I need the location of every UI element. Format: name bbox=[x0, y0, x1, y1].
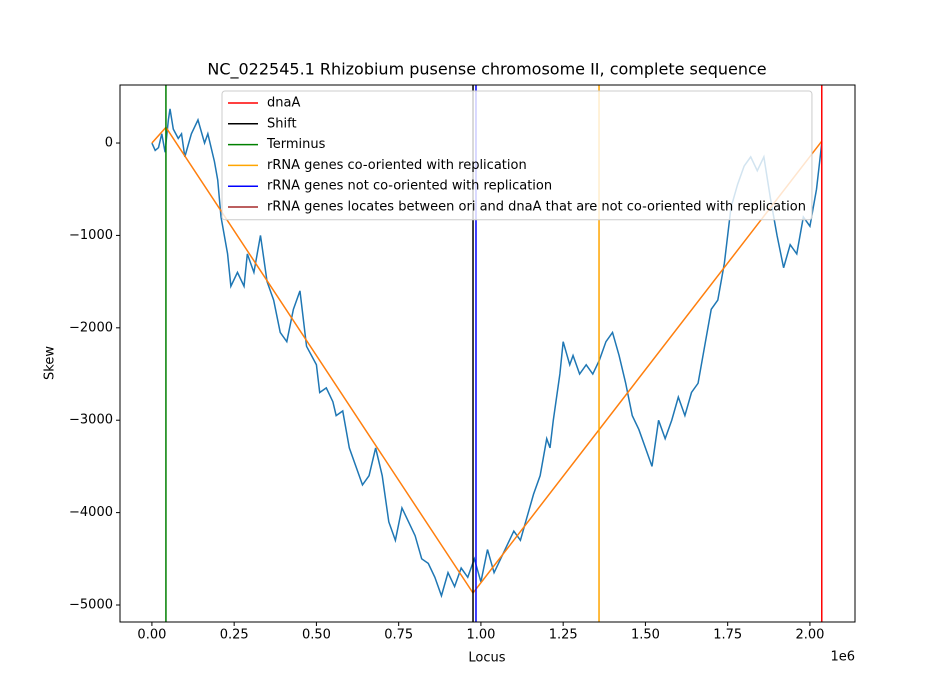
x-tick-label: 1.00 bbox=[466, 628, 495, 643]
legend-label: Shift bbox=[267, 116, 297, 131]
x-tick-label: 0.00 bbox=[137, 628, 166, 643]
x-offset-label: 1e6 bbox=[830, 650, 855, 665]
y-tick-label: 0 bbox=[105, 136, 113, 151]
y-axis-label: Skew bbox=[43, 346, 58, 380]
plot-frame bbox=[119, 84, 856, 623]
x-tick-label: 0.75 bbox=[384, 628, 413, 643]
legend-label: dnaA bbox=[267, 96, 300, 111]
series-line bbox=[151, 108, 823, 599]
y-tick-label: −1000 bbox=[69, 228, 113, 243]
legend-label: rRNA genes locates between ori and dnaA … bbox=[267, 200, 806, 215]
y-tick-label: −4000 bbox=[69, 505, 113, 520]
y-tick-label: −3000 bbox=[69, 413, 113, 428]
y-tick-label: −2000 bbox=[69, 320, 113, 335]
legend-label: rRNA genes not co-oriented with replicat… bbox=[267, 179, 552, 194]
series-line bbox=[151, 126, 823, 595]
x-tick-label: 0.25 bbox=[220, 628, 249, 643]
y-tick-label: −5000 bbox=[69, 597, 113, 612]
chart-title: NC_022545.1 Rhizobium pusense chromosome… bbox=[207, 60, 766, 80]
x-axis-label: Locus bbox=[468, 651, 505, 666]
x-tick-label: 1.25 bbox=[549, 628, 578, 643]
x-tick-label: 2.00 bbox=[795, 628, 824, 643]
legend-box bbox=[221, 90, 813, 221]
legend: dnaA Shift Terminus rRNA genes co-oriented … bbox=[221, 90, 813, 221]
x-tick-label: 1.75 bbox=[713, 628, 742, 643]
x-tick-label: 0.50 bbox=[302, 628, 331, 643]
x-tick-label: 1.50 bbox=[631, 628, 660, 643]
legend-label: rRNA genes co-oriented with replication bbox=[267, 158, 527, 173]
legend-label: Terminus bbox=[266, 137, 326, 152]
